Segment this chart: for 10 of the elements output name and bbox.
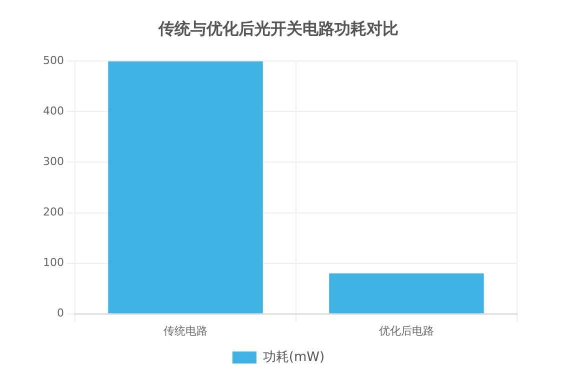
y-tick-label: 300 [42, 155, 64, 168]
x-tick-label: 传统电路 [163, 324, 208, 338]
y-tick-label: 500 [42, 54, 64, 68]
y-tick-label: 100 [42, 256, 64, 270]
y-tick-label: 0 [56, 306, 64, 320]
y-tick-label: 200 [42, 206, 64, 219]
chart-title: 传统与优化后光开关电路功耗对比 [158, 18, 398, 38]
x-tick-label: 优化后电路 [379, 324, 434, 338]
legend-label: 功耗(mW) [262, 350, 325, 365]
y-tick-label: 400 [42, 104, 64, 118]
